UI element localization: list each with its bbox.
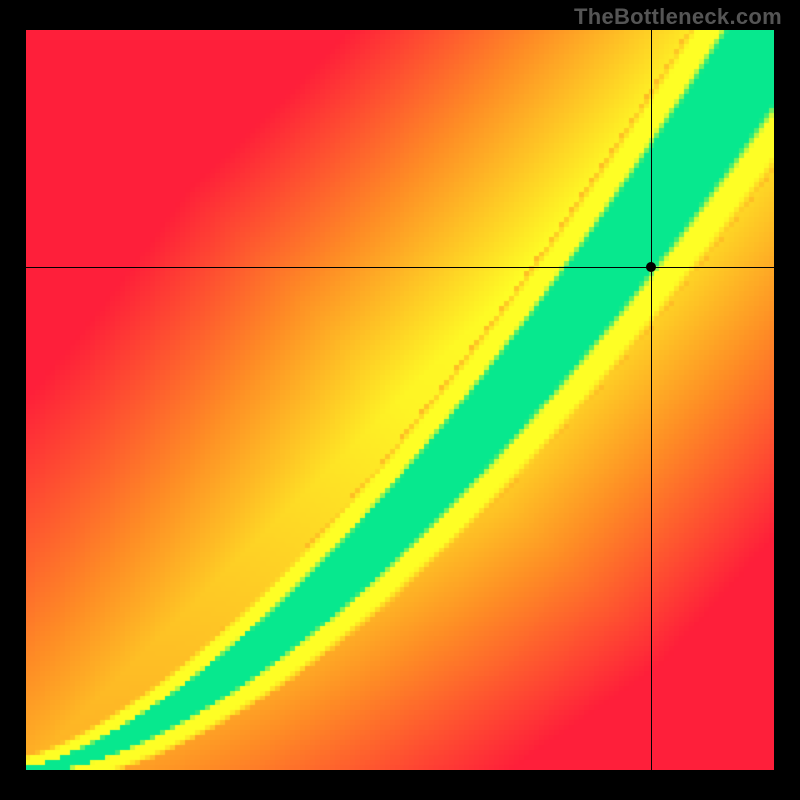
crosshair-vertical <box>651 30 652 770</box>
bottleneck-heatmap-plot <box>26 30 774 770</box>
crosshair-horizontal <box>26 267 774 268</box>
watermark-text: TheBottleneck.com <box>574 4 782 30</box>
target-marker <box>646 262 656 272</box>
heatmap-canvas <box>26 30 774 770</box>
